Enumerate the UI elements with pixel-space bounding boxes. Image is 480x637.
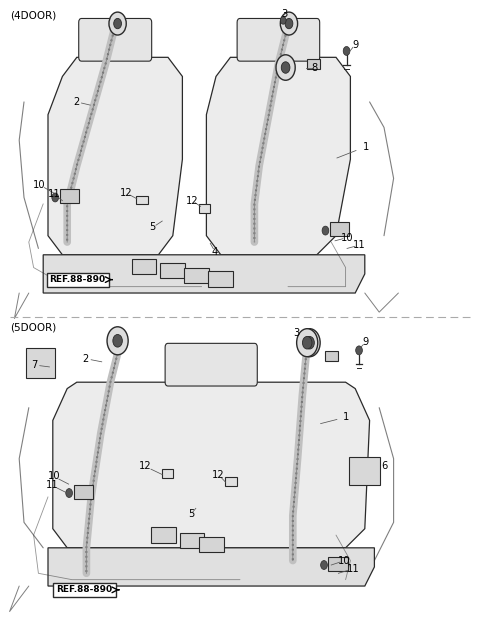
FancyBboxPatch shape (60, 189, 79, 203)
Polygon shape (43, 255, 365, 293)
Circle shape (281, 62, 290, 73)
FancyBboxPatch shape (208, 271, 233, 287)
FancyBboxPatch shape (184, 268, 209, 283)
FancyBboxPatch shape (199, 537, 224, 552)
FancyBboxPatch shape (330, 222, 349, 236)
Text: 11: 11 (347, 564, 359, 574)
FancyBboxPatch shape (79, 18, 152, 61)
Text: 12: 12 (212, 469, 225, 480)
Text: 1: 1 (342, 412, 349, 422)
Circle shape (343, 47, 350, 55)
Text: 10: 10 (338, 555, 351, 566)
Text: REF.88-890: REF.88-890 (56, 585, 112, 594)
FancyBboxPatch shape (160, 263, 185, 278)
Text: 3: 3 (281, 9, 288, 19)
Circle shape (52, 193, 59, 202)
Text: 5: 5 (149, 222, 156, 233)
Polygon shape (48, 548, 374, 586)
Text: 9: 9 (362, 337, 369, 347)
Circle shape (107, 327, 128, 355)
FancyBboxPatch shape (199, 204, 210, 213)
FancyBboxPatch shape (325, 351, 338, 361)
Circle shape (356, 346, 362, 355)
Text: 10: 10 (33, 180, 46, 190)
FancyBboxPatch shape (349, 457, 380, 485)
Text: 11: 11 (46, 480, 58, 490)
Circle shape (113, 334, 122, 347)
Text: 12: 12 (139, 461, 151, 471)
Text: 3: 3 (293, 328, 300, 338)
FancyBboxPatch shape (162, 469, 173, 478)
Circle shape (297, 329, 318, 357)
FancyBboxPatch shape (237, 18, 320, 61)
Circle shape (280, 17, 286, 24)
Text: (5DOOR): (5DOOR) (11, 322, 57, 333)
Circle shape (305, 336, 314, 349)
Text: 9: 9 (352, 39, 359, 50)
Text: (4DOOR): (4DOOR) (11, 10, 57, 20)
Circle shape (322, 226, 329, 235)
Text: 12: 12 (120, 188, 132, 198)
Text: 10: 10 (48, 471, 60, 482)
FancyBboxPatch shape (225, 477, 237, 486)
Text: 8: 8 (311, 63, 318, 73)
Circle shape (302, 336, 312, 349)
FancyBboxPatch shape (180, 533, 204, 548)
Text: 5: 5 (188, 509, 194, 519)
FancyBboxPatch shape (151, 527, 176, 543)
FancyBboxPatch shape (47, 273, 109, 287)
Text: REF.88-890: REF.88-890 (49, 275, 106, 284)
FancyBboxPatch shape (132, 259, 156, 274)
Text: 7: 7 (31, 360, 38, 370)
Circle shape (109, 12, 126, 35)
FancyBboxPatch shape (307, 59, 320, 69)
FancyBboxPatch shape (136, 196, 148, 204)
Circle shape (299, 329, 320, 357)
FancyBboxPatch shape (328, 557, 348, 571)
Text: 11: 11 (48, 189, 60, 199)
Text: 11: 11 (353, 240, 365, 250)
Text: 2: 2 (82, 354, 89, 364)
FancyBboxPatch shape (165, 343, 257, 386)
Text: 12: 12 (186, 196, 198, 206)
Text: 6: 6 (381, 461, 387, 471)
FancyBboxPatch shape (53, 583, 116, 597)
Circle shape (321, 561, 327, 569)
Text: 2: 2 (73, 97, 80, 107)
Circle shape (114, 18, 121, 29)
Circle shape (285, 18, 293, 29)
Text: 10: 10 (341, 233, 353, 243)
FancyBboxPatch shape (26, 348, 55, 378)
Text: 4: 4 (212, 247, 218, 257)
Polygon shape (206, 57, 350, 255)
Text: 1: 1 (363, 141, 370, 152)
Circle shape (280, 12, 298, 35)
Circle shape (66, 489, 72, 497)
Circle shape (276, 55, 295, 80)
Polygon shape (53, 382, 370, 548)
FancyBboxPatch shape (74, 485, 93, 499)
Polygon shape (48, 57, 182, 255)
